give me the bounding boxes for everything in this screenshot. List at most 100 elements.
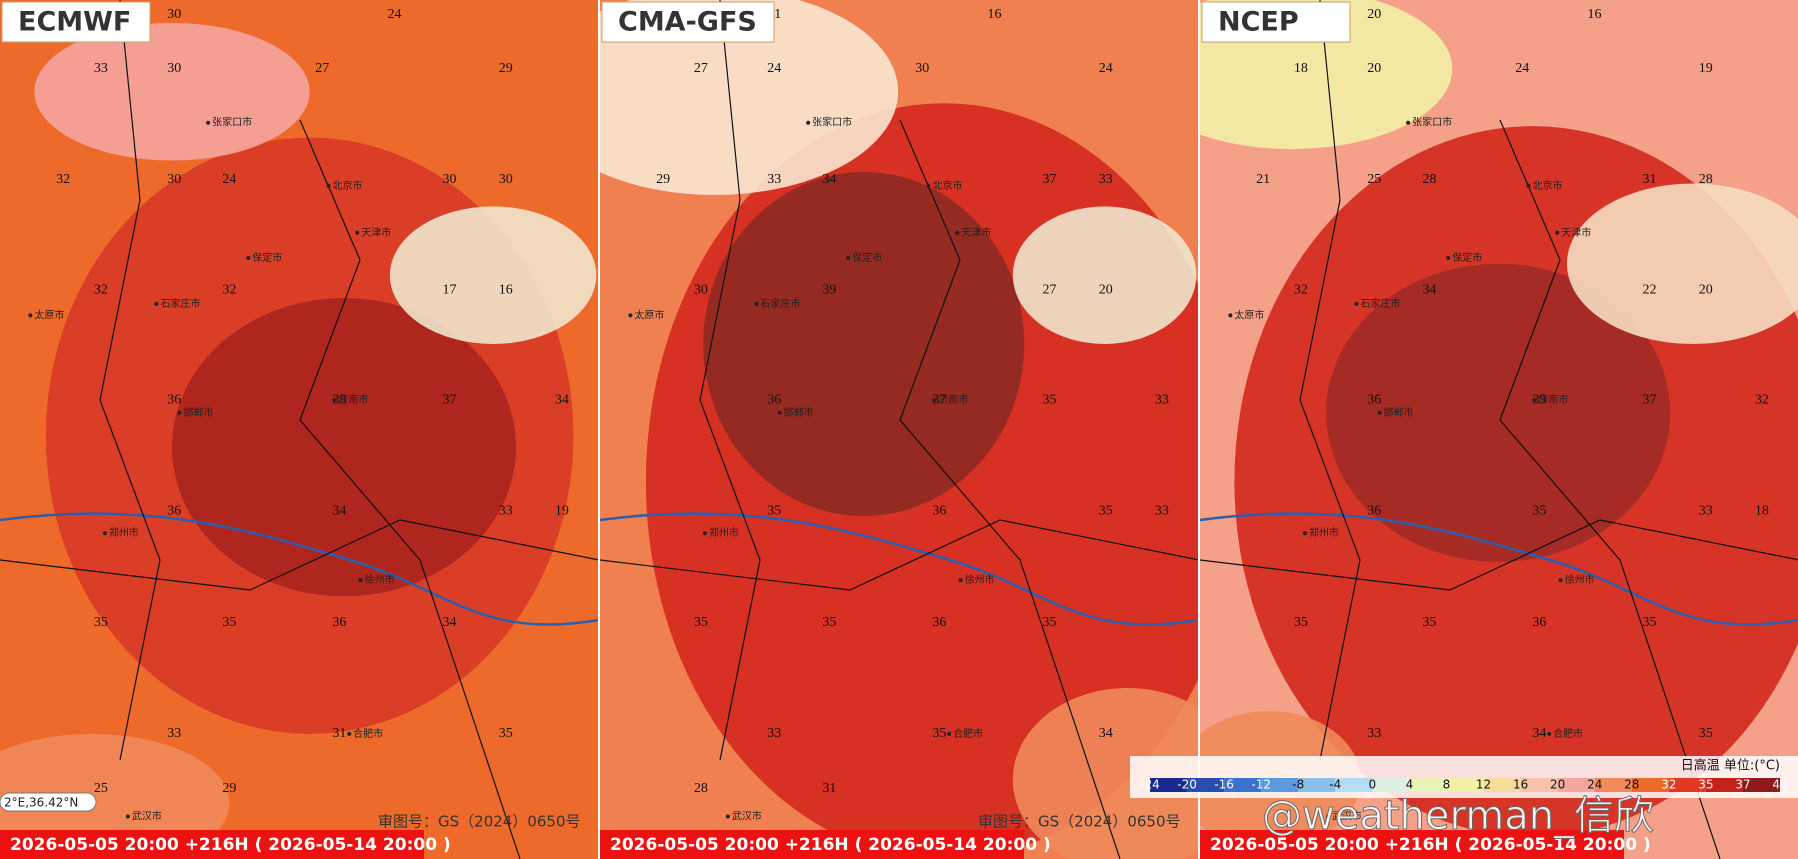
city-name: 邯郸市 [783, 406, 813, 419]
temperature-value: 37 [1043, 172, 1057, 187]
city-name: 武汉市 [732, 809, 762, 822]
temperature-value: 20 [1699, 282, 1713, 297]
temperature-value: 33 [499, 504, 513, 519]
city-name: 保定市 [852, 251, 882, 264]
title-box [1201, 1, 1351, 43]
temperature-value: 28 [694, 781, 708, 796]
colorbar-swatch [1150, 778, 1188, 792]
colorbar-swatch [1187, 778, 1225, 792]
temperature-value: 30 [167, 61, 181, 76]
time-bar [0, 830, 424, 859]
temperature-value: 19 [555, 504, 569, 519]
boundary [1200, 0, 1798, 859]
temperature-value: 34 [332, 504, 346, 519]
temperature-value: 35 [1643, 615, 1657, 630]
city-dot [358, 578, 363, 583]
city-dot [355, 230, 360, 235]
city-name: 天津市 [361, 226, 391, 239]
panel-title: ECMWF [18, 7, 131, 38]
temperature-value: 35 [1099, 504, 1113, 519]
city-name: 徐州市 [365, 573, 395, 586]
colorbar-tick: 12 [1476, 778, 1491, 792]
city-dot [1354, 301, 1359, 306]
colorbar-tick: 35 [1698, 778, 1713, 792]
temperature-value: 33 [767, 172, 781, 187]
city-name: 张家口市 [212, 116, 252, 129]
colorbar-tick: 37 [1735, 778, 1750, 792]
map-panel: 20 16 18 20 24 19 21 25 28 31 28 32 34 22 20 36 39 37 32 36… [1200, 0, 1798, 859]
temperature-area [600, 0, 899, 195]
temperature-value: 35 [1532, 504, 1546, 519]
colorbar-swatch [1298, 778, 1336, 792]
colorbar-tick: 0 [1369, 778, 1377, 792]
city-name: 太原市 [634, 308, 664, 321]
city-name: 太原市 [1234, 308, 1264, 321]
time-label: 2026-05-05 20:00 +216H ( 2026-05-14 20:0… [610, 835, 1051, 855]
boundary [600, 0, 1199, 859]
city-name: 合肥市 [1553, 727, 1583, 740]
city-name: 天津市 [961, 226, 991, 239]
temperature-value: 35 [222, 615, 236, 630]
temperature-value: 34 [443, 615, 457, 630]
temperature-value: 20 [1099, 282, 1113, 297]
city-name: 保定市 [1452, 251, 1482, 264]
city-name: 邯郸市 [1383, 406, 1413, 419]
temperature-value: 28 [1699, 172, 1713, 187]
city-name: 郑州市 [709, 526, 739, 539]
colorbar-tick: -8 [1292, 778, 1304, 792]
temperature-value: 24 [387, 7, 401, 22]
temperature-value: 34 [822, 172, 836, 187]
temperature-value: 20 [1367, 7, 1381, 22]
city-dot [1526, 183, 1531, 188]
colorbar-tick: -4 [1329, 778, 1341, 792]
city-name: 武汉市 [1332, 809, 1362, 822]
city-name: 北京市 [1533, 179, 1563, 192]
colorbar-swatch [1668, 778, 1706, 792]
temperature-value: 29 [499, 61, 513, 76]
city-name: 郑州市 [109, 526, 139, 539]
map-panel: 30 24 33 30 27 29 32 30 24 30 30 32 32 17 16 36 38 37 34 36… [0, 0, 599, 859]
temperature-value: 28 [1422, 172, 1436, 187]
city-name: 济南市 [1538, 393, 1568, 406]
temperature-area [0, 733, 230, 859]
city-name: 张家口市 [812, 116, 852, 129]
temperature-value: 33 [767, 726, 781, 741]
temperature-area [34, 22, 310, 161]
colorbar-tick: 32 [1661, 778, 1676, 792]
city-name: 石家庄市 [761, 297, 801, 310]
city-name: 郑州市 [1309, 526, 1339, 539]
city-dot [932, 398, 937, 403]
temperature-value: 29 [656, 172, 670, 187]
city-name: 北京市 [933, 179, 963, 192]
temperature-value: 31 [332, 726, 346, 741]
temperature-value: 37 [443, 392, 457, 407]
temperature-value: 35 [932, 726, 946, 741]
colorbar-swatch [1520, 778, 1558, 792]
temperature-value: 16 [1587, 7, 1601, 22]
river [1200, 512, 1798, 626]
temperature-value: 31 [1643, 172, 1657, 187]
city-dot [1555, 230, 1560, 235]
temperature-value: 20 [1367, 61, 1381, 76]
temperature-value: 21 [1256, 172, 1270, 187]
temperature-value: 33 [94, 61, 108, 76]
city-dot [332, 398, 337, 403]
city-name: 张家口市 [1412, 116, 1452, 129]
colorbar-swatch [1224, 778, 1262, 792]
river [0, 512, 599, 626]
temperature-area [1326, 263, 1671, 562]
temperature-value: 32 [1294, 282, 1308, 297]
temperature-value: 32 [1755, 392, 1769, 407]
temperature-value: 25 [94, 781, 108, 796]
temperature-value: 34 [555, 392, 569, 407]
temperature-value: 27 [694, 61, 708, 76]
temperature-value: 27 [315, 61, 329, 76]
colorbar-swatch [1409, 778, 1447, 792]
city-name: 徐州市 [1565, 573, 1595, 586]
city-dot [1446, 256, 1451, 261]
colorbar-tick: -24 [1140, 778, 1160, 792]
temperature-area [172, 298, 517, 597]
colorbar-tick: -12 [1251, 778, 1271, 792]
title-box [1, 1, 151, 43]
colorbar-swatch [1631, 778, 1669, 792]
